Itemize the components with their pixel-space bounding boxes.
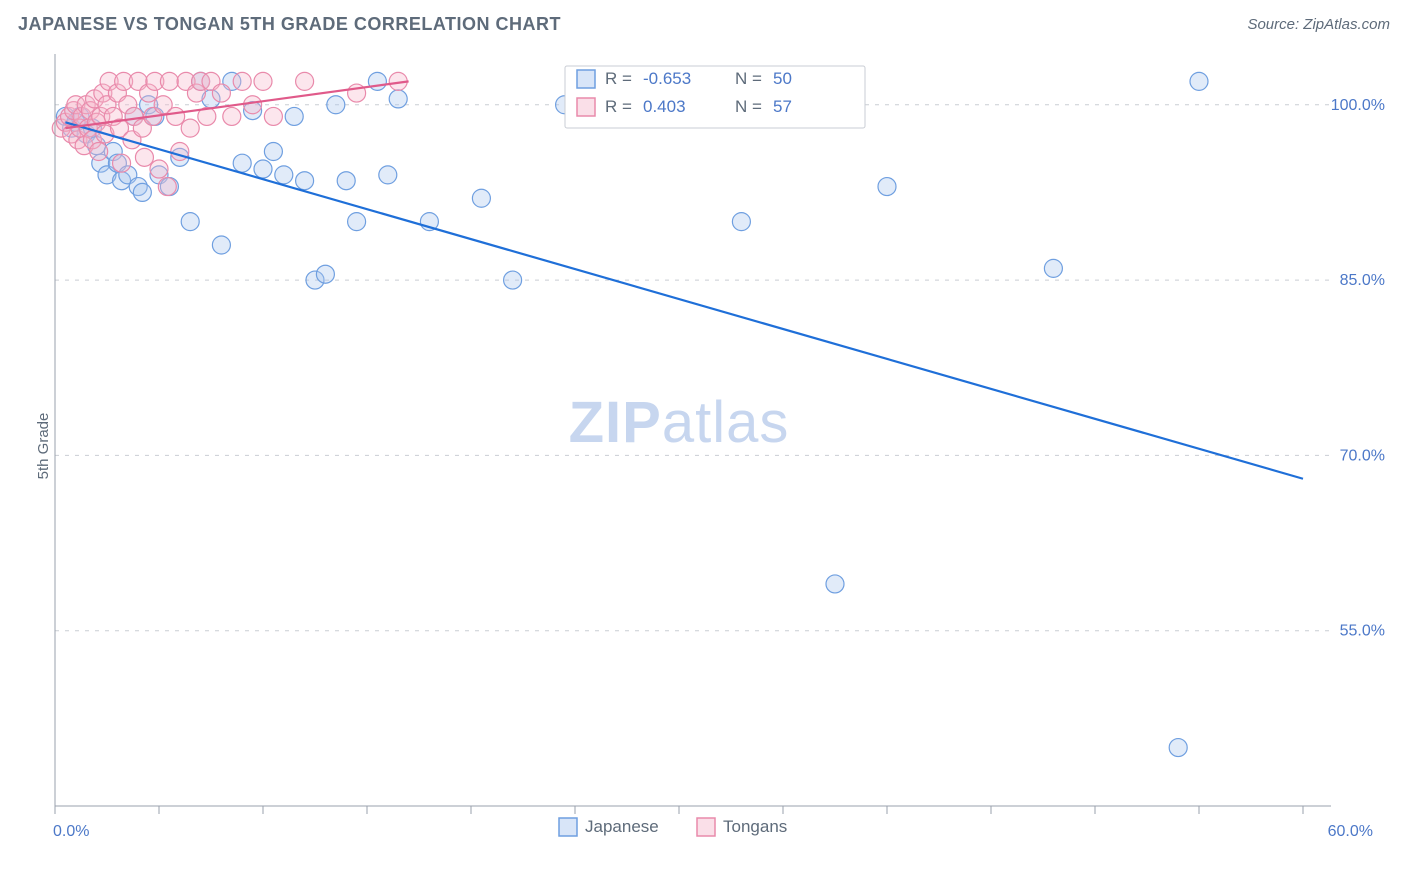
scatter-point	[327, 96, 345, 114]
scatter-point	[135, 148, 153, 166]
stats-r-value: -0.653	[643, 69, 691, 88]
stats-r-value: 0.403	[643, 97, 686, 116]
scatter-point	[212, 236, 230, 254]
scatter-point	[233, 72, 251, 90]
scatter-point	[167, 107, 185, 125]
scatter-point	[158, 178, 176, 196]
scatter-point	[90, 143, 108, 161]
scatter-point	[316, 265, 334, 283]
x-tick-label: 0.0%	[53, 823, 89, 840]
stats-n-value: 50	[773, 69, 792, 88]
legend-swatch	[697, 818, 715, 836]
scatter-point	[732, 213, 750, 231]
stats-n-label: N =	[735, 97, 762, 116]
scatter-point	[113, 154, 131, 172]
scatter-point	[133, 183, 151, 201]
legend-label: Tongans	[723, 817, 787, 836]
scatter-point	[379, 166, 397, 184]
scatter-point	[1169, 739, 1187, 757]
scatter-point	[160, 72, 178, 90]
scatter-point	[504, 271, 522, 289]
source-label: Source: ZipAtlas.com	[1247, 16, 1390, 33]
scatter-point	[296, 72, 314, 90]
header-bar: JAPANESE VS TONGAN 5TH GRADE CORRELATION…	[0, 0, 1406, 48]
stats-r-label: R =	[605, 69, 632, 88]
scatter-point	[1044, 259, 1062, 277]
scatter-point	[275, 166, 293, 184]
scatter-point	[337, 172, 355, 190]
scatter-point	[1190, 72, 1208, 90]
x-tick-label: 60.0%	[1328, 823, 1373, 840]
scatter-point	[285, 107, 303, 125]
scatter-point	[244, 96, 262, 114]
scatter-point	[212, 84, 230, 102]
scatter-point	[233, 154, 251, 172]
y-tick-label: 55.0%	[1340, 623, 1385, 640]
scatter-point	[254, 72, 272, 90]
legend-swatch	[559, 818, 577, 836]
scatter-point	[181, 119, 199, 137]
stats-swatch	[577, 70, 595, 88]
scatter-point	[368, 72, 386, 90]
scatter-point	[389, 90, 407, 108]
scatter-point	[878, 178, 896, 196]
scatter-point	[472, 189, 490, 207]
correlation-chart: ZIPatlas 0.0% 60.0% 55.0% 70.0% 85.0% 100.0% R …	[45, 48, 1393, 878]
scatter-point	[181, 213, 199, 231]
scatter-point	[296, 172, 314, 190]
scatter-point	[254, 160, 272, 178]
chart-title: JAPANESE VS TONGAN 5TH GRADE CORRELATION…	[18, 14, 561, 35]
y-tick-label: 70.0%	[1340, 447, 1385, 464]
legend-label: Japanese	[585, 817, 659, 836]
y-tick-label: 85.0%	[1340, 272, 1385, 289]
stats-r-label: R =	[605, 97, 632, 116]
scatter-point	[150, 160, 168, 178]
scatter-point	[826, 575, 844, 593]
stats-n-label: N =	[735, 69, 762, 88]
scatter-point	[223, 107, 241, 125]
watermark: ZIPatlas	[569, 390, 790, 455]
stats-n-value: 57	[773, 97, 792, 116]
scatter-point	[348, 213, 366, 231]
stats-swatch	[577, 98, 595, 116]
y-tick-label: 100.0%	[1331, 97, 1385, 114]
scatter-point	[264, 143, 282, 161]
scatter-point	[264, 107, 282, 125]
